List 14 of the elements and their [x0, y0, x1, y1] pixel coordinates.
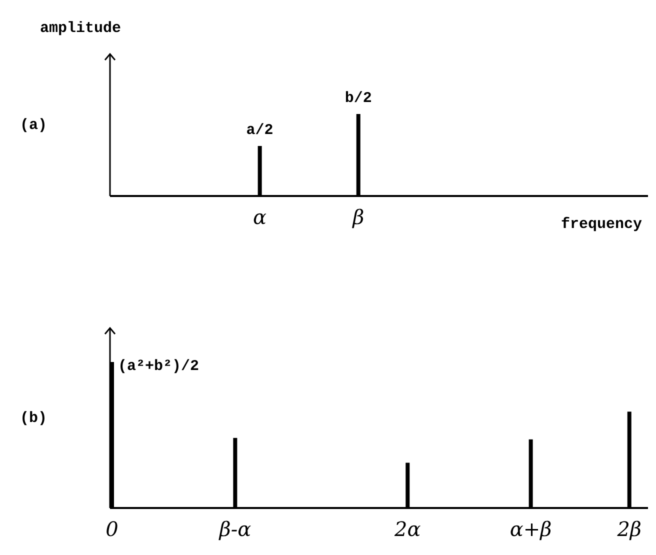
x-tick-label: 2β [616, 517, 642, 541]
x-tick-label: 0 [106, 517, 119, 541]
y-axis-title: amplitude [40, 20, 122, 37]
x-tick-label: β [352, 205, 364, 229]
annotation: (a²+b²)/2 [118, 358, 200, 375]
chart-title: (a) [20, 117, 48, 134]
annotation: a/2 [246, 122, 274, 139]
x-axis-title: frequency [560, 216, 642, 233]
x-tick-label: 2α [394, 517, 422, 541]
x-tick-label: α [253, 205, 268, 229]
annotation: b/2 [344, 90, 372, 107]
x-tick-label: β-α [218, 517, 252, 541]
text: (b) [20, 410, 48, 427]
x-tick-label: α+β [510, 517, 552, 541]
